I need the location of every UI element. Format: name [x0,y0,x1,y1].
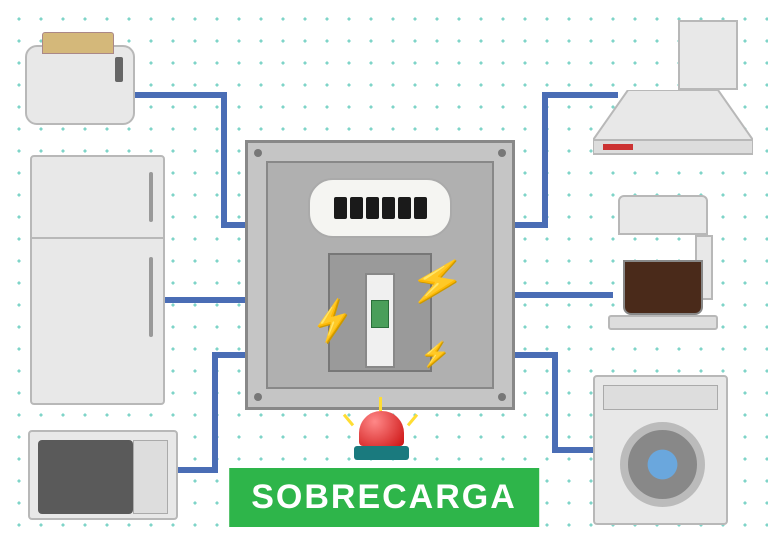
toaster-icon [25,45,135,125]
wire-washer-h [552,447,596,453]
range-hood-icon [593,90,753,155]
lightning-bolt-icon: ⚡ [406,251,469,312]
electrical-panel [245,140,515,410]
wire-microwave-v [212,352,218,473]
circuit-breaker [365,273,395,368]
microwave-icon [28,430,178,520]
meter-display [308,178,452,238]
wire-toaster [135,92,227,98]
wire-hood-v [542,92,548,228]
range-hood-chimney-icon [678,20,738,90]
lightning-bolt-icon: ⚡ [420,340,450,369]
overload-label: SOBRECARGA [229,468,539,527]
wire-toaster-v [221,92,227,228]
coffee-maker-icon [608,195,718,330]
wire-coffee [505,292,613,298]
washing-machine-icon [593,375,728,525]
refrigerator-icon [30,155,165,405]
wire-washer-v [552,352,558,453]
alarm-siren-icon [359,411,409,460]
